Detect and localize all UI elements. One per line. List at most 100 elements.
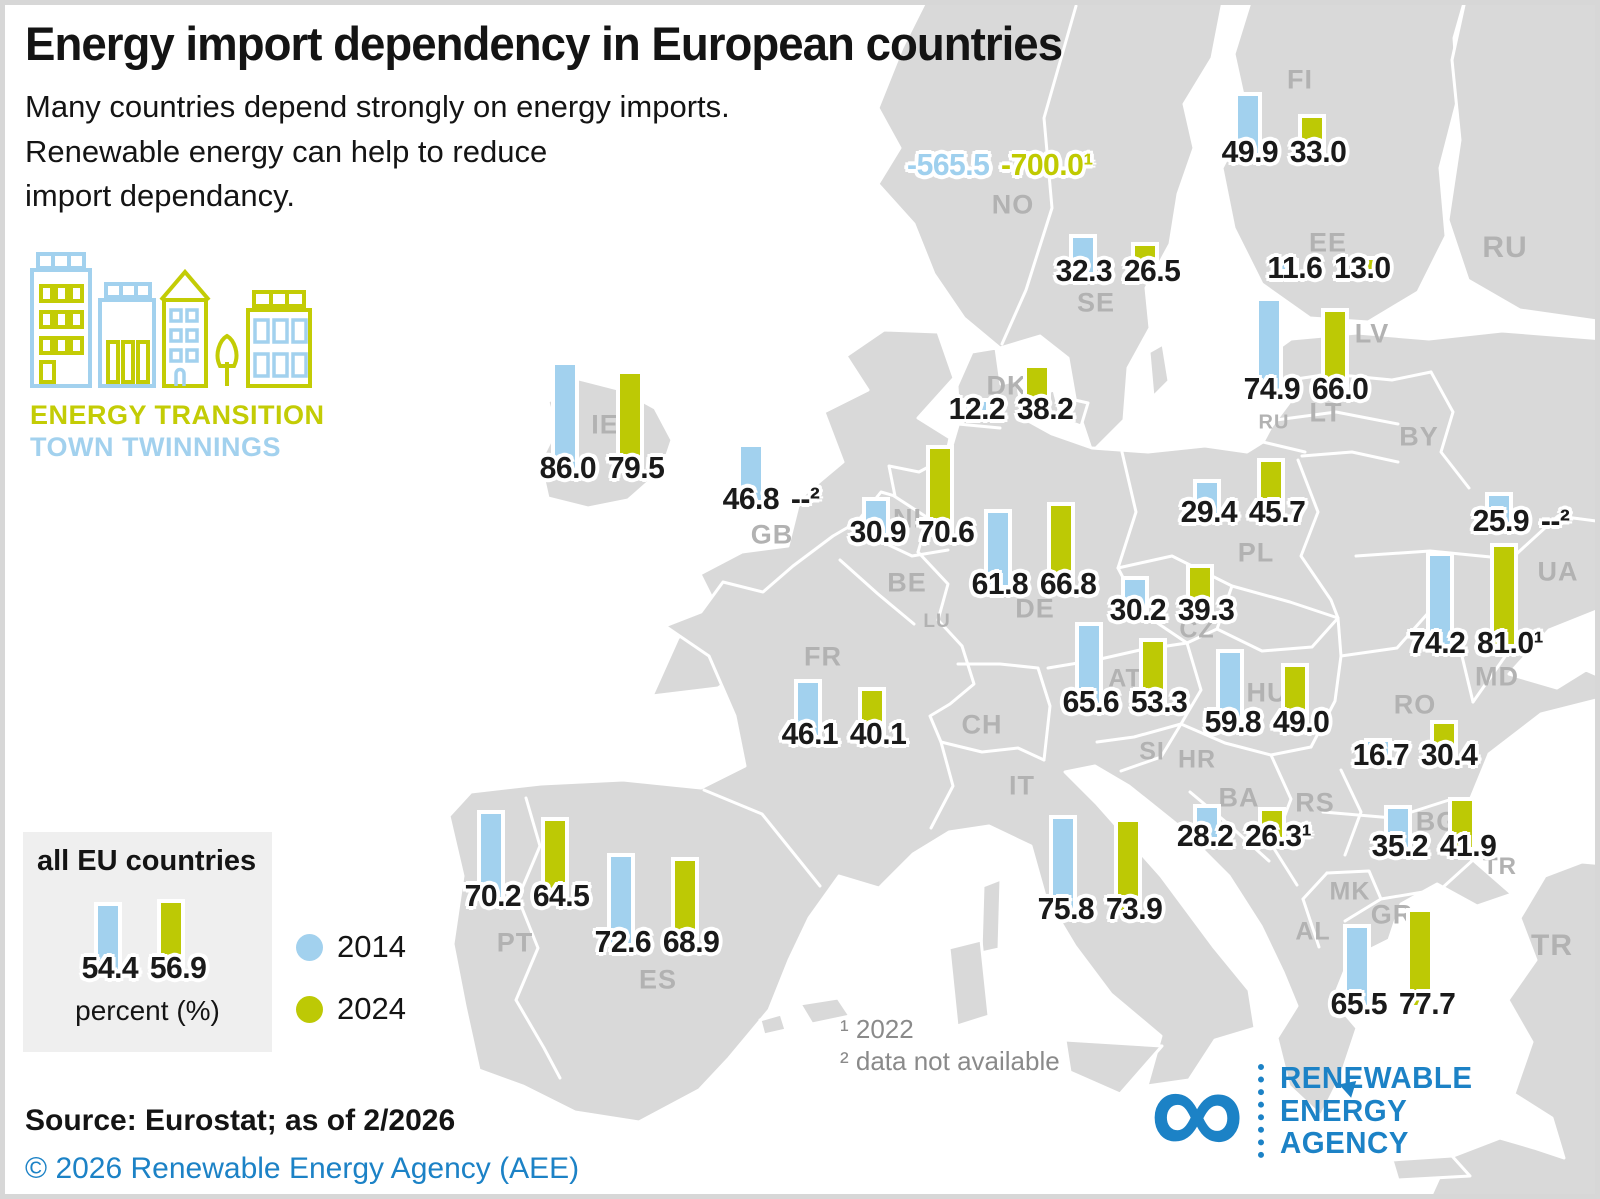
country-code-label-md-32: MD xyxy=(1475,661,1519,692)
eu-box-title: all EU countries xyxy=(37,845,257,877)
value-2014-gr: 65.5 xyxy=(1330,986,1387,1021)
country-code-label-ch-19: CH xyxy=(961,709,1003,740)
value-2014-fr: 46.1 xyxy=(781,716,839,751)
legend-label-2024: 2024 xyxy=(337,991,406,1026)
buildings-icon xyxy=(30,252,156,388)
value-2024-lv-lt: 66.0 xyxy=(1311,371,1369,406)
value-2014-nl: 30.9 xyxy=(849,514,907,549)
value-2024-ro: 30.4 xyxy=(1420,737,1478,772)
dotted-divider xyxy=(1258,1064,1265,1158)
land-crete xyxy=(1390,1154,1472,1182)
values-ua: 25.9 --² xyxy=(1473,503,1570,539)
value-2014-no: -565.5 xyxy=(907,147,990,182)
unit-label: percent (%) xyxy=(75,995,220,1026)
copyright-line: © 2026 Renewable Energy Agency (AEE) xyxy=(25,1152,580,1185)
country-code-label-hr-22: HR xyxy=(1177,745,1217,774)
bar-2024-ro xyxy=(1430,720,1458,760)
value-2024-ie: 79.5 xyxy=(607,450,664,485)
country-code-label-no-1: NO xyxy=(991,189,1035,220)
bar-2024-at xyxy=(1139,638,1167,707)
agency-logo: ∞ RENEWABLE ENERGY AGENCY xyxy=(1150,1045,1483,1177)
bar-2014-cz xyxy=(1121,576,1149,615)
value-2024-pl: 45.7 xyxy=(1248,494,1306,529)
bar-2014-pl xyxy=(1193,479,1221,517)
bar-2014-lv-lt xyxy=(1255,297,1283,394)
bar-2014-ro xyxy=(1364,738,1392,760)
value-2014-ba: 28.2 xyxy=(1176,818,1233,853)
values-no: -565.5 -700.0¹ xyxy=(907,147,1093,183)
bar-2014-ie xyxy=(551,361,579,473)
country-code-label-lv-5: LV xyxy=(1354,318,1390,349)
country-code-label-ru-3: RU xyxy=(1482,231,1528,264)
country-code-label-cz-17: CZ xyxy=(1179,615,1215,644)
bar-2014-ua xyxy=(1485,492,1513,526)
bar-2014-se xyxy=(1069,234,1097,276)
value-2014-it: 75.8 xyxy=(1037,891,1094,926)
country-code-label-dk-12: DK xyxy=(986,370,1028,401)
header: Energy import dependency in European cou… xyxy=(25,16,1094,219)
values-hu: 59.8 49.0 xyxy=(1204,704,1329,740)
bar-2014-md xyxy=(1426,552,1454,648)
value-2014-pt: 70.2 xyxy=(464,878,522,913)
legend-dot-2024-icon xyxy=(296,995,323,1023)
buildings-icon-green xyxy=(39,268,312,388)
footnote-1: ¹ 2022 xyxy=(840,1014,914,1044)
land-scandinavia xyxy=(876,0,1225,454)
bar-2014-it xyxy=(1049,815,1077,914)
values-se: 32.3 26.5 xyxy=(1056,253,1181,289)
bar-2024-nl xyxy=(926,445,954,537)
values-nl: 30.9 70.6 xyxy=(850,514,975,550)
bar-2024-pt xyxy=(541,817,569,901)
value-2014-eu: 54.4 xyxy=(81,950,138,985)
country-code-label-fi-0: FI xyxy=(1287,64,1313,95)
value-2024-md: 81.0¹ xyxy=(1477,625,1544,660)
country-borders xyxy=(514,4,1600,1080)
country-code-label-al-28: AL xyxy=(1295,917,1331,946)
bar-2024-eu xyxy=(157,899,185,973)
brand-line-1: ENERGY TRANSITION xyxy=(30,400,324,430)
value-2024-nl: 70.6 xyxy=(917,514,975,549)
bar-2014-fr xyxy=(794,679,822,739)
bar-2024-de xyxy=(1047,502,1075,589)
agency-line-3: AGENCY xyxy=(1280,1125,1409,1161)
country-code-label-ro-31: RO xyxy=(1393,689,1437,720)
value-2024-at: 53.3 xyxy=(1130,684,1188,719)
bar-2024-ee xyxy=(1350,256,1378,273)
bar-2024-bg xyxy=(1448,797,1476,851)
value-2024-no: -700.0¹ xyxy=(1001,147,1093,182)
land-sardinia xyxy=(947,938,991,1028)
value-2014-se: 32.3 xyxy=(1055,253,1113,288)
bar-2024-md xyxy=(1490,543,1518,648)
bar-2024-gr xyxy=(1406,908,1434,1009)
value-2024-ba: 26.3¹ xyxy=(1244,818,1312,853)
land-gotland xyxy=(1147,342,1171,399)
value-2024-fr: 40.1 xyxy=(849,716,907,751)
value-2014-lv-lt: 74.9 xyxy=(1243,371,1301,406)
value-2014-gb: 46.8 xyxy=(722,481,780,516)
page-subtitle: Many countries depend strongly on energy… xyxy=(25,89,730,214)
values-md: 74.2 81.0¹ xyxy=(1408,625,1544,661)
bar-2024-se xyxy=(1131,242,1159,276)
country-code-label-pl-16: PL xyxy=(1237,537,1275,568)
value-2014-pl: 29.4 xyxy=(1180,494,1238,529)
country-code-label-gb-10: GB xyxy=(750,519,794,550)
bar-2024-fi xyxy=(1298,114,1326,157)
value-2024-cz: 39.3 xyxy=(1177,592,1234,627)
value-2014-ro: 16.7 xyxy=(1352,737,1410,772)
agency-line-1: RENEWABLE xyxy=(1280,1060,1473,1096)
value-2014-md: 74.2 xyxy=(1408,625,1466,660)
legend-dot-2014-icon xyxy=(296,933,323,961)
values-pt: 70.2 64.5 xyxy=(465,878,590,914)
eu-average-box xyxy=(23,832,272,1052)
country-code-label-ua-33: UA xyxy=(1537,556,1579,587)
bar-2024-hu xyxy=(1281,663,1309,727)
country-code-label-mk-27: MK xyxy=(1329,877,1371,906)
bar-2024-pl xyxy=(1257,458,1285,517)
value-2024-se: 26.5 xyxy=(1123,253,1181,288)
value-2024-eu: 56.9 xyxy=(149,950,206,985)
bar-2014-fi xyxy=(1234,92,1262,157)
country-code-label-ee-4: EE xyxy=(1308,227,1348,258)
country-code-label-gr-29: GR xyxy=(1370,899,1414,930)
value-2014-bg: 35.2 xyxy=(1371,828,1429,863)
value-2014-cz: 30.2 xyxy=(1109,592,1166,627)
